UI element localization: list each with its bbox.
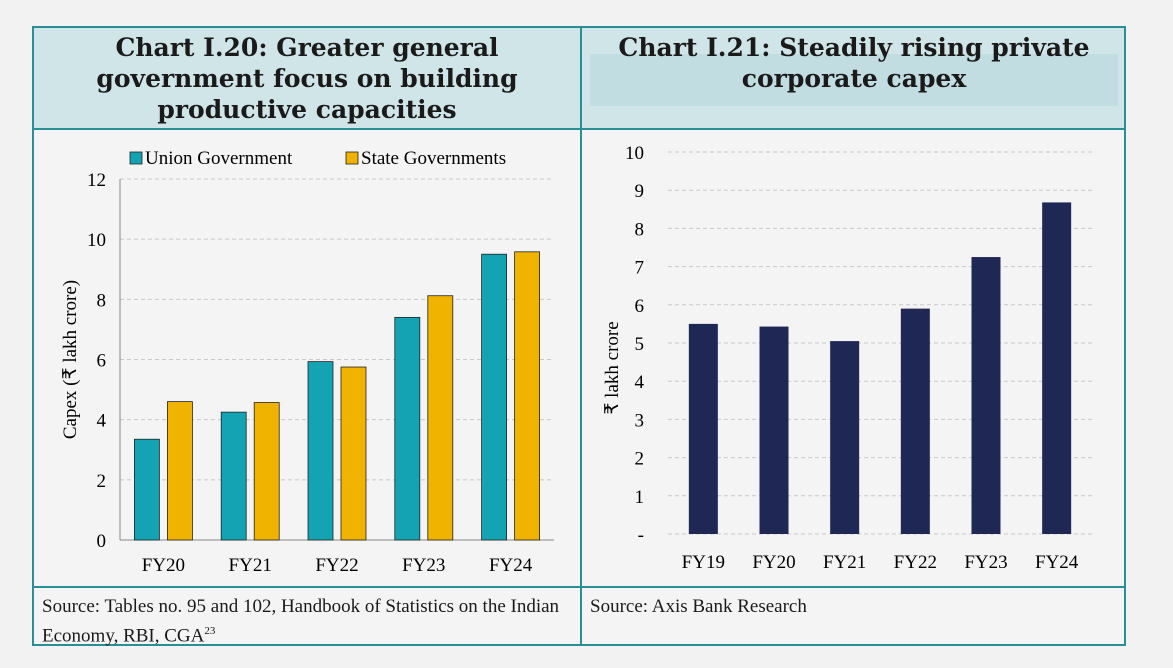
y-axis-label: Capex (₹ lakh crore) (60, 280, 81, 439)
bar-union (394, 316, 421, 541)
chart-i20-title: Chart I.20: Greater general government f… (96, 33, 518, 124)
y-tick-label: 10 (87, 230, 106, 251)
x-tick-label: FY20 (142, 555, 185, 576)
y-tick-label: 2 (635, 449, 645, 470)
chart-i20-plot: 0 2 4 6 8 10 12 FY20 FY21 FY22 FY23 FY24 Capex (₹ la… (60, 148, 554, 576)
chart-i21-plot: - 1 2 3 4 5 6 7 8 9 10 FY19 FY20 FY21 FY22 FY23 FY24 ₹ la… (602, 143, 1092, 573)
x-tick-label: FY21 (823, 552, 866, 573)
y-tick-label: 6 (635, 296, 645, 317)
panel-divider (580, 28, 582, 644)
chart-i20-source: Source: Tables no. 95 and 102, Handbook … (42, 594, 572, 648)
y-tick-label: 12 (87, 170, 106, 191)
chart-i21-source: Source: Axis Bank Research (590, 596, 807, 617)
x-tick-label: FY24 (1035, 552, 1079, 573)
bar-state (340, 366, 367, 541)
footer-row: Source: Tables no. 95 and 102, Handbook … (34, 586, 1124, 646)
bar-state (166, 401, 193, 541)
bar-state (253, 402, 280, 541)
bar-union (134, 438, 160, 541)
x-tick-label: FY20 (752, 552, 795, 573)
bar-capex (688, 323, 718, 534)
x-tick-label: FY21 (229, 555, 272, 576)
y-tick-label: 8 (635, 219, 645, 240)
x-tick-label: FY24 (489, 555, 533, 576)
bar-union (481, 253, 508, 541)
legend-label-union: Union Government (145, 148, 293, 169)
bar-state (427, 295, 454, 541)
y-tick-label: 1 (635, 487, 645, 508)
y-tick-label: 4 (635, 372, 645, 393)
legend-label-state: State Governments (361, 148, 506, 169)
y-tick-label: 3 (635, 410, 645, 431)
x-tick-label: FY22 (894, 552, 937, 573)
y-tick-label: 2 (97, 471, 107, 492)
x-tick-label: FY22 (315, 555, 358, 576)
y-tick-label: 10 (625, 143, 644, 164)
y-tick-label: 5 (635, 334, 645, 355)
y-tick-label: 9 (635, 181, 645, 202)
bar-capex (830, 341, 860, 534)
charts-frame: Chart I.20: Greater general government f… (32, 26, 1126, 646)
bar-state (514, 251, 541, 541)
legend-swatch-state (345, 151, 359, 165)
x-tick-label: FY23 (964, 552, 1007, 573)
y-tick-label: 6 (97, 351, 107, 372)
chart-i21-title: Chart I.21: Steadily rising private corp… (618, 33, 1090, 93)
bar-capex (759, 326, 789, 534)
y-tick-label: 8 (97, 290, 107, 311)
x-tick-label: FY19 (682, 552, 725, 573)
bar-union (307, 361, 334, 541)
legend-swatch-union (129, 151, 143, 165)
y-tick-label: 7 (635, 258, 645, 279)
bar-capex (1042, 202, 1072, 534)
chart-i20-source-text: Source: Tables no. 95 and 102, Handbook … (42, 596, 560, 647)
y-tick-label: 4 (97, 411, 107, 432)
y-tick-label: - (638, 525, 644, 546)
chart-i20-source-footnote: 23 (204, 625, 216, 637)
x-tick-label: FY23 (402, 555, 445, 576)
bar-capex (971, 257, 1001, 534)
bar-capex (900, 308, 930, 534)
y-axis-label: ₹ lakh crore (602, 321, 623, 414)
bar-union (220, 411, 247, 541)
title-shade (590, 54, 1118, 106)
y-tick-label: 0 (97, 531, 107, 552)
